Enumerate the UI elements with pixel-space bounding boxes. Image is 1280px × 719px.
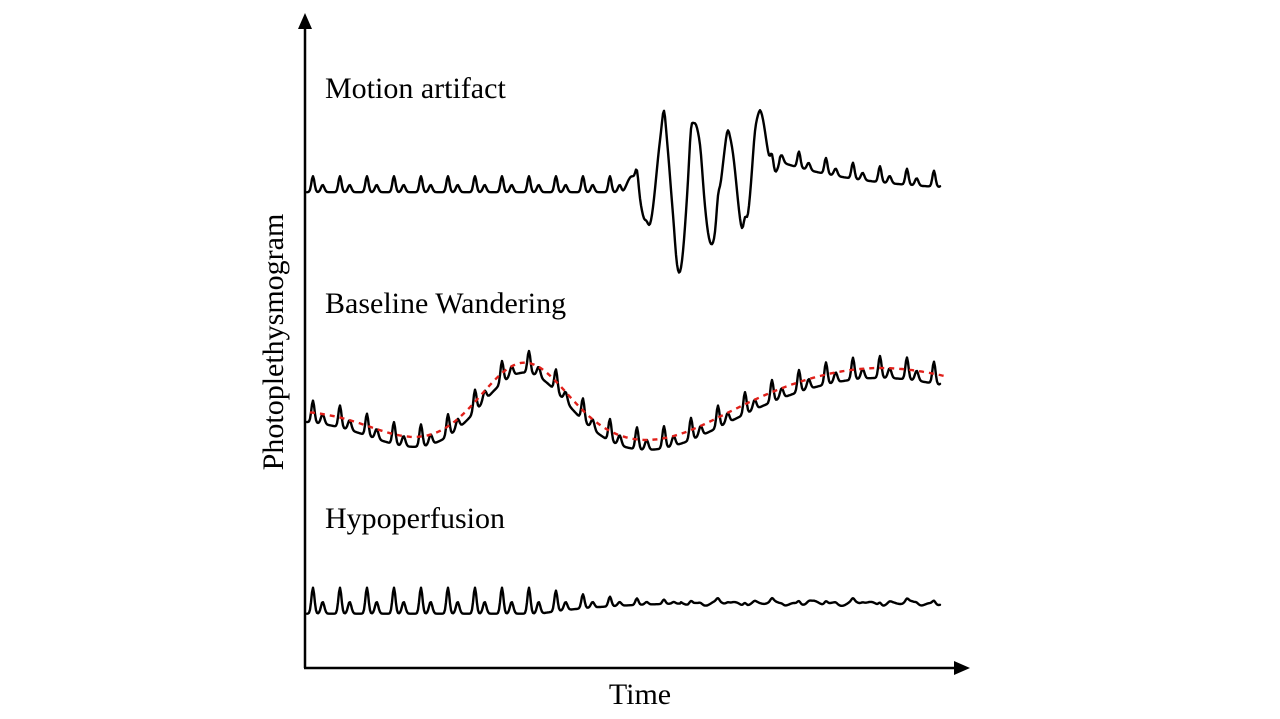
hypoperfusion-waveform [305, 586, 942, 615]
panel-label-motion-artifact: Motion artifact [325, 72, 506, 105]
panel-label-hypoperfusion: Hypoperfusion [325, 502, 505, 535]
motion-artifact-waveform [305, 109, 942, 274]
x-axis-arrowhead [954, 661, 970, 675]
axes [298, 13, 970, 675]
baseline-trend-dashed-line [309, 361, 945, 442]
y-axis-arrowhead [298, 13, 312, 29]
panel-label-baseline-wandering: Baseline Wandering [325, 287, 566, 320]
baseline-wandering-waveform [305, 349, 942, 451]
x-axis-label: Time [609, 678, 671, 711]
y-axis-label: Photoplethysmogram [257, 214, 290, 471]
